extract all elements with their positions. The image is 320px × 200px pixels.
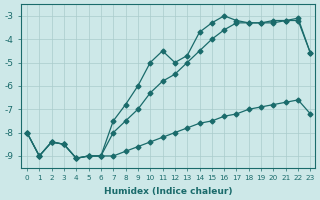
- X-axis label: Humidex (Indice chaleur): Humidex (Indice chaleur): [104, 187, 232, 196]
